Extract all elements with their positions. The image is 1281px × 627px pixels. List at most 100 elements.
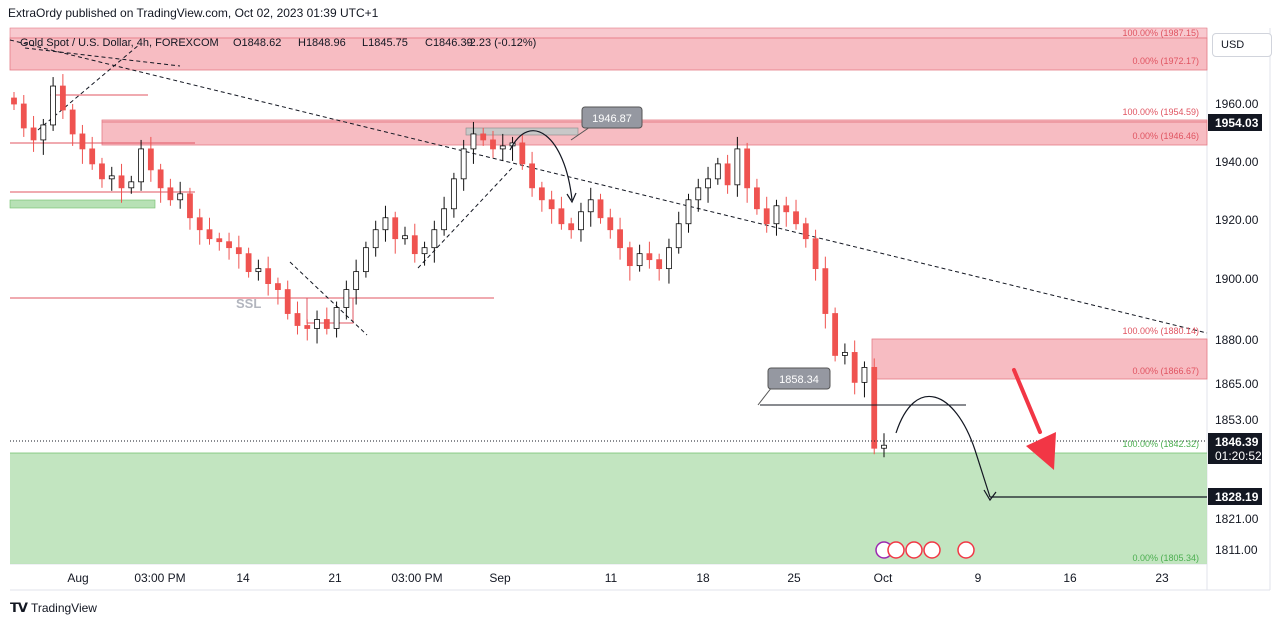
candle-body[interactable] bbox=[138, 148, 144, 183]
candle-body[interactable] bbox=[578, 211, 584, 231]
candle-body[interactable] bbox=[79, 133, 86, 150]
candle-body[interactable] bbox=[450, 178, 457, 210]
candle-body[interactable] bbox=[59, 85, 66, 111]
callout-1858[interactable]: 1858.34 bbox=[757, 367, 831, 406]
candle-body[interactable] bbox=[705, 178, 711, 189]
candle-body[interactable] bbox=[421, 247, 428, 255]
candle-body[interactable] bbox=[744, 148, 751, 189]
candle-body[interactable] bbox=[675, 223, 682, 249]
candle-body[interactable] bbox=[216, 238, 223, 243]
candle-body[interactable] bbox=[666, 247, 672, 270]
price-axis[interactable]: 1960.00 1940.00 1920.00 1900.00 1880.00 … bbox=[1215, 97, 1259, 557]
candle-body[interactable] bbox=[861, 367, 868, 383]
candle-body[interactable] bbox=[235, 247, 242, 255]
us-flag-event-icon[interactable] bbox=[923, 541, 941, 559]
candle-body[interactable] bbox=[881, 444, 887, 449]
downtrend-line[interactable] bbox=[9, 39, 1208, 334]
candle-body[interactable] bbox=[568, 223, 575, 231]
candle-body[interactable] bbox=[147, 148, 154, 171]
candle-body[interactable] bbox=[734, 148, 741, 186]
candle-body[interactable] bbox=[636, 253, 643, 267]
candle-body[interactable] bbox=[294, 313, 301, 326]
economic-events[interactable] bbox=[875, 541, 975, 559]
candle-body[interactable] bbox=[353, 271, 360, 290]
candle-body[interactable] bbox=[226, 241, 232, 249]
candle-body[interactable] bbox=[50, 85, 57, 126]
candle-body[interactable] bbox=[783, 205, 790, 213]
candle-body[interactable] bbox=[871, 367, 878, 449]
candle-body[interactable] bbox=[20, 103, 27, 129]
candle-body[interactable] bbox=[548, 199, 555, 210]
candle-body[interactable] bbox=[167, 187, 174, 201]
candle-body[interactable] bbox=[40, 124, 47, 141]
candle-body[interactable] bbox=[245, 253, 252, 273]
candle-body[interactable] bbox=[343, 289, 350, 308]
trend-line-4[interactable] bbox=[289, 261, 368, 336]
candle-body[interactable] bbox=[558, 208, 565, 225]
candle-body[interactable] bbox=[441, 208, 448, 231]
candle-body[interactable] bbox=[402, 235, 408, 240]
candle-body[interactable] bbox=[392, 217, 399, 240]
candle-body[interactable] bbox=[499, 145, 506, 150]
candle-body[interactable] bbox=[363, 247, 369, 273]
candlestick-series[interactable] bbox=[11, 74, 887, 458]
candle-body[interactable] bbox=[812, 238, 819, 270]
candle-body[interactable] bbox=[773, 205, 780, 225]
candle-body[interactable] bbox=[187, 193, 193, 219]
candle-body[interactable] bbox=[157, 169, 164, 189]
callout-1946[interactable]: 1946.87 bbox=[570, 106, 643, 141]
candle-body[interactable] bbox=[323, 319, 330, 329]
candle-body[interactable] bbox=[382, 217, 389, 231]
us-flag-event-icon[interactable] bbox=[905, 541, 923, 559]
candle-body[interactable] bbox=[118, 175, 125, 189]
candle-body[interactable] bbox=[538, 187, 545, 201]
supply-zone-upper[interactable] bbox=[9, 37, 1208, 71]
candle-body[interactable] bbox=[656, 259, 663, 270]
candle-body[interactable] bbox=[822, 268, 829, 314]
us-flag-event-icon[interactable] bbox=[957, 541, 975, 559]
candle-body[interactable] bbox=[841, 352, 848, 356]
candle-body[interactable] bbox=[685, 199, 692, 225]
candle-body[interactable] bbox=[206, 229, 213, 240]
candle-body[interactable] bbox=[490, 139, 496, 150]
candle-body[interactable] bbox=[314, 319, 320, 329]
candle-body[interactable] bbox=[626, 247, 633, 267]
candle-body[interactable] bbox=[832, 313, 839, 356]
candle-body[interactable] bbox=[754, 187, 760, 210]
candle-body[interactable] bbox=[99, 163, 105, 180]
candle-body[interactable] bbox=[333, 307, 340, 329]
candle-body[interactable] bbox=[851, 352, 858, 383]
candle-body[interactable] bbox=[724, 163, 731, 186]
candle-body[interactable] bbox=[69, 109, 76, 135]
trend-line-2[interactable] bbox=[24, 47, 181, 67]
candle-body[interactable] bbox=[372, 229, 379, 249]
supply-zone-low[interactable] bbox=[871, 338, 1208, 380]
candle-body[interactable] bbox=[763, 208, 770, 225]
candle-body[interactable] bbox=[695, 187, 702, 201]
demand-zone[interactable] bbox=[10, 453, 1207, 564]
currency-selector-button[interactable]: USD bbox=[1212, 33, 1272, 57]
candle-body[interactable] bbox=[519, 142, 526, 165]
candle-body[interactable] bbox=[11, 97, 17, 105]
candle-body[interactable] bbox=[89, 148, 96, 165]
supply-zone-mid[interactable] bbox=[101, 119, 1208, 146]
candle-body[interactable] bbox=[411, 235, 418, 255]
candle-body[interactable] bbox=[275, 283, 281, 290]
time-axis[interactable]: Aug 03:00 PM 14 21 03:00 PM Sep 11 18 25… bbox=[67, 571, 1169, 585]
candle-body[interactable] bbox=[793, 211, 799, 225]
candle-body[interactable] bbox=[128, 181, 135, 189]
candle-body[interactable] bbox=[196, 217, 203, 231]
candle-body[interactable] bbox=[529, 163, 535, 189]
candle-body[interactable] bbox=[304, 325, 311, 329]
candle-body[interactable] bbox=[177, 193, 184, 201]
small-demand-zone[interactable] bbox=[9, 199, 156, 209]
candle-body[interactable] bbox=[284, 289, 291, 314]
candle-body[interactable] bbox=[265, 268, 272, 284]
candle-body[interactable] bbox=[802, 223, 809, 240]
candle-body[interactable] bbox=[30, 127, 37, 141]
bearish-arrow-icon[interactable] bbox=[1012, 368, 1056, 470]
candle-body[interactable] bbox=[431, 229, 438, 249]
trend-line-5[interactable] bbox=[417, 167, 513, 269]
candle-body[interactable] bbox=[646, 253, 653, 261]
